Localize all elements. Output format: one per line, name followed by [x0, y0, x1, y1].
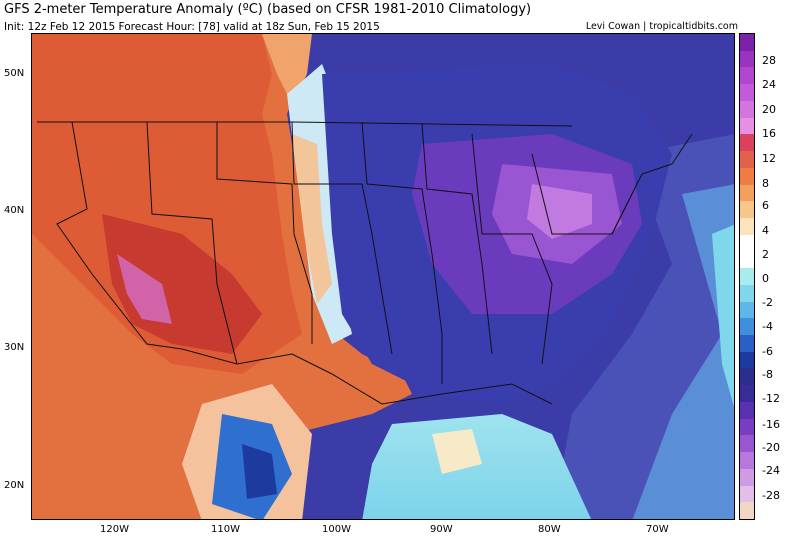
lon-label-110w: 110W: [211, 524, 240, 535]
anomaly-field: [32, 34, 734, 519]
colorbar: [739, 33, 755, 520]
colorbar-segment: [740, 234, 754, 252]
colorbar-label: 12: [762, 152, 776, 165]
gulf-warm-spot: [432, 429, 482, 474]
credit-text: Levi Cowan | tropicaltidbits.com: [585, 21, 738, 32]
colorbar-label: -4: [762, 320, 773, 333]
colorbar-label: -6: [762, 345, 773, 358]
colorbar-label: -12: [762, 392, 780, 405]
lat-label-30n: 30N: [4, 342, 25, 353]
colorbar-segment: [740, 284, 754, 303]
atlantic-near-normal: [712, 224, 734, 407]
colorbar-segment: [740, 318, 754, 336]
lat-label-20n: 20N: [4, 480, 25, 491]
lon-label-100w: 100W: [322, 524, 351, 535]
colorbar-label: 16: [762, 127, 776, 140]
colorbar-label: 8: [762, 177, 769, 190]
colorbar-segment: [740, 401, 754, 420]
mexico-cold-core: [242, 444, 277, 499]
colorbar-label: -16: [762, 418, 780, 431]
colorbar-segment: [740, 351, 754, 369]
colorbar-segment: [740, 100, 754, 119]
colorbar-label: -24: [762, 464, 780, 477]
colorbar-segment: [740, 217, 754, 236]
colorbar-segment: [740, 301, 754, 319]
borders: [37, 121, 693, 405]
plains-warm-edge: [292, 134, 332, 304]
colorbar-segment: [740, 335, 754, 353]
california-extreme-spot: [117, 254, 172, 324]
lat-label-50n: 50N: [4, 68, 25, 79]
colorbar-label: 24: [762, 78, 776, 91]
colorbar-segment: [740, 435, 754, 453]
colorbar-segment: [740, 117, 754, 135]
colorbar-label: 2: [762, 248, 769, 261]
map-title: GFS 2-meter Temperature Anomaly (ºC) (ba…: [4, 2, 532, 17]
colorbar-label: -20: [762, 441, 780, 454]
colorbar-label: 20: [762, 103, 776, 116]
anomaly-map: [31, 33, 735, 520]
colorbar-segment: [740, 184, 754, 202]
colorbar-segment: [740, 468, 754, 487]
colorbar-segment: [740, 151, 754, 169]
colorbar-segment: [740, 502, 754, 520]
lon-label-120w: 120W: [100, 524, 129, 535]
colorbar-label: -2: [762, 296, 773, 309]
colorbar-segment: [740, 268, 754, 286]
colorbar-label: 0: [762, 272, 769, 285]
colorbar-segment: [740, 134, 754, 152]
colorbar-segment: [740, 251, 754, 269]
forecast-info: Init: 12z Feb 12 2015 Forecast Hour: [78…: [4, 21, 380, 33]
colorbar-segment: [740, 67, 754, 85]
colorbar-segment: [740, 201, 754, 219]
colorbar-segment: [740, 167, 754, 185]
lon-label-70w: 70W: [646, 524, 669, 535]
colorbar-segment: [740, 385, 754, 403]
atlantic-mild-field: [632, 184, 734, 519]
colorbar-label: 6: [762, 199, 769, 212]
colorbar-segment: [740, 34, 754, 52]
colorbar-label: -8: [762, 368, 773, 381]
colorbar-label: -28: [762, 489, 780, 502]
colorbar-segment: [740, 485, 754, 503]
colorbar-segment: [740, 418, 754, 436]
lat-label-40n: 40N: [4, 205, 25, 216]
colorbar-segment: [740, 368, 754, 386]
colorbar-label: 28: [762, 54, 776, 67]
colorbar-label: 4: [762, 224, 769, 237]
colorbar-segment: [740, 84, 754, 102]
gulf-field: [362, 414, 592, 519]
lon-label-80w: 80W: [538, 524, 561, 535]
lon-label-90w: 90W: [430, 524, 453, 535]
colorbar-segment: [740, 50, 754, 68]
colorbar-segment: [740, 452, 754, 470]
